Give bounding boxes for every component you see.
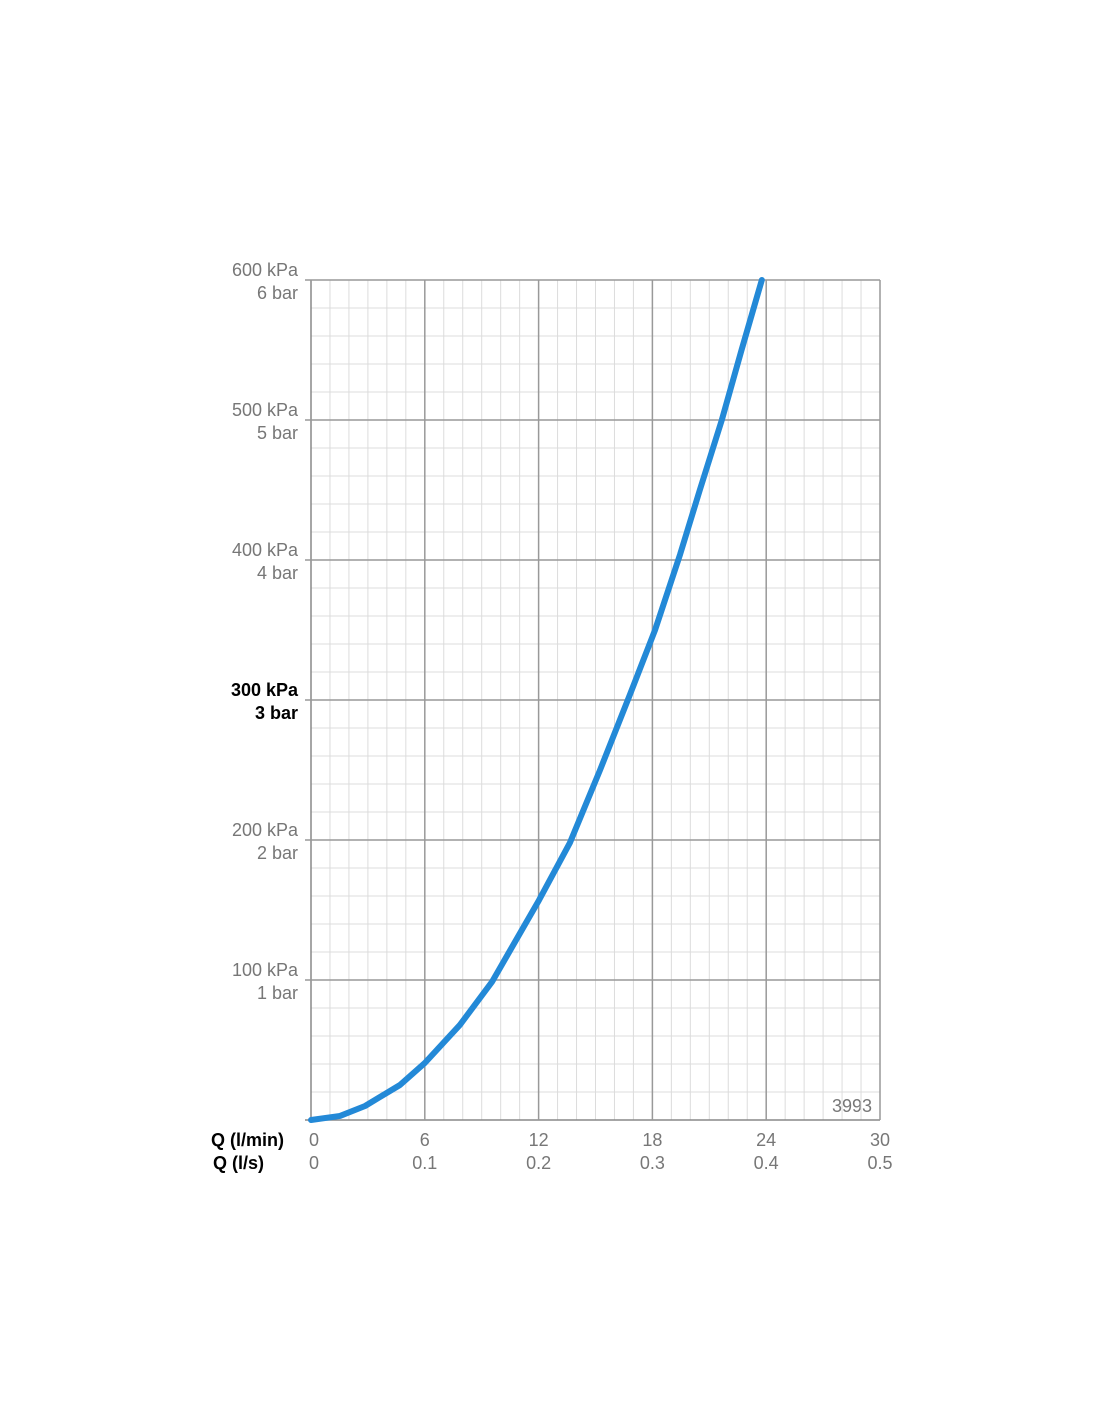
x2-tick-label: 0.5	[867, 1153, 892, 1173]
x-tick-label: 24	[756, 1130, 776, 1150]
y-tick-label: 400 kPa	[232, 540, 299, 560]
y2-tick-label: 4 bar	[257, 563, 298, 583]
y-tick-label: 100 kPa	[232, 960, 299, 980]
y-tick-label: 600 kPa	[232, 260, 299, 280]
x-tick-label: 0	[309, 1130, 319, 1150]
y2-tick-label: 3 bar	[255, 703, 298, 723]
x-tick-label: 6	[420, 1130, 430, 1150]
x2-tick-label: 0.1	[412, 1153, 437, 1173]
y-tick-label: 200 kPa	[232, 820, 299, 840]
curve	[308, 277, 765, 1123]
x2-tick-label: 0.2	[526, 1153, 551, 1173]
x2-tick-label: 0.4	[754, 1153, 779, 1173]
x2-axis-label: Q (l/s)	[213, 1153, 264, 1173]
y-tick-label: 300 kPa	[231, 680, 299, 700]
x2-tick-label: 0	[309, 1153, 319, 1173]
y2-tick-label: 1 bar	[257, 983, 298, 1003]
y2-tick-label: 5 bar	[257, 423, 298, 443]
x2-tick-label: 0.3	[640, 1153, 665, 1173]
x-tick-label: 18	[642, 1130, 662, 1150]
x-tick-label: 12	[529, 1130, 549, 1150]
x-axis-label: Q (l/min)	[211, 1130, 284, 1150]
y2-tick-label: 2 bar	[257, 843, 298, 863]
y2-tick-label: 6 bar	[257, 283, 298, 303]
y-tick-label: 500 kPa	[232, 400, 299, 420]
annotation: 3993	[832, 1096, 872, 1116]
x-tick-label: 30	[870, 1130, 890, 1150]
